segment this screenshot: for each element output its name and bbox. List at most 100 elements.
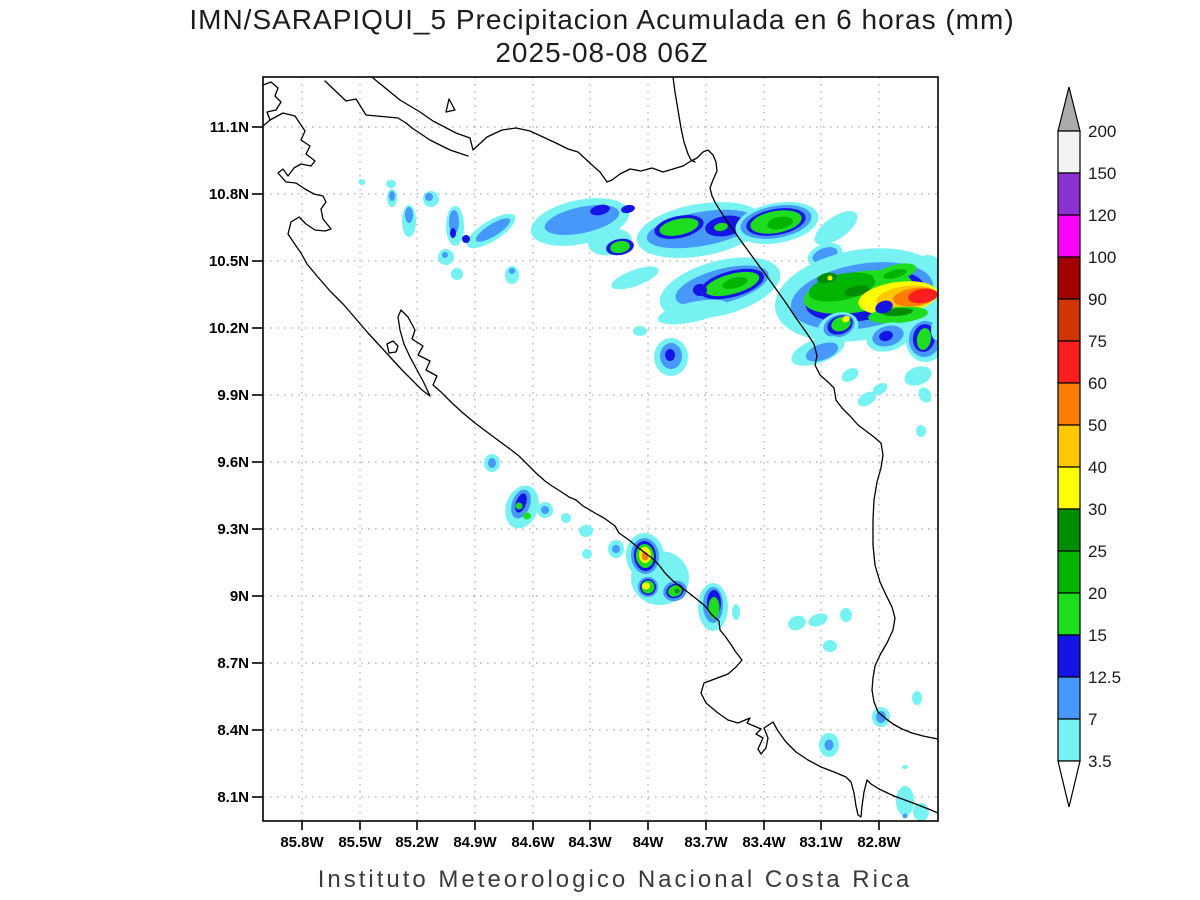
colorbar-segment	[1057, 508, 1081, 552]
precip-cell	[842, 315, 850, 323]
colorbar-segment	[1057, 214, 1081, 258]
precip-cell	[389, 191, 395, 201]
colorbar-tick-label: 25	[1088, 542, 1107, 561]
precip-cell	[561, 513, 571, 523]
colorbar-tick-label: 120	[1088, 206, 1116, 225]
pacific-coastline	[269, 112, 938, 818]
precip-cell	[902, 765, 908, 769]
lake-nicaragua-shore	[263, 81, 282, 127]
colorbar-segment	[1057, 382, 1081, 426]
precip-cell	[883, 269, 907, 279]
precip-cell	[442, 252, 448, 258]
lat-tick-label: 10.5N	[209, 253, 249, 270]
lon-tick-label: 85.2W	[395, 834, 439, 851]
lat-tick-label: 8.1N	[217, 789, 249, 806]
precip-cell	[904, 366, 932, 386]
colorbar-segment	[1057, 130, 1081, 174]
colorbar-tick-label: 100	[1088, 248, 1116, 267]
precip-cell	[732, 604, 740, 620]
precip-cell	[916, 425, 926, 437]
precip-cell	[844, 285, 870, 297]
chart-title-datetime: 2025-08-08 06Z	[495, 37, 709, 68]
lat-tick-label: 10.8N	[209, 186, 249, 203]
precip-cell	[916, 328, 932, 350]
precip-cell	[879, 330, 893, 342]
nicaragua-ne-coast	[672, 77, 696, 163]
precip-cell	[405, 207, 413, 223]
precip-cell	[931, 320, 938, 340]
precip-cell	[582, 549, 592, 559]
precip-cell	[611, 266, 659, 290]
precip-cell	[817, 272, 837, 284]
nicaragua-border-line	[324, 80, 469, 157]
precip-cell	[657, 299, 729, 325]
precip-cell	[857, 391, 877, 407]
precip-cell	[621, 204, 635, 214]
lon-tick-label: 85.5W	[338, 834, 382, 851]
precip-cell	[808, 613, 828, 627]
colorbar-segment	[1057, 172, 1081, 216]
colorbar-tick-label: 75	[1088, 332, 1107, 351]
precip-cell	[515, 502, 523, 510]
lon-tick-label: 83.4W	[742, 834, 786, 851]
colorbar-tick-label: 50	[1088, 416, 1107, 435]
footer-credit: Instituto Meteorologico Nacional Costa R…	[317, 866, 913, 893]
precip-cell	[665, 349, 675, 361]
precip-cell	[462, 235, 470, 243]
axes-layer: 11.1N 10.8N 10.5N 10.2N 9.9N 9.6N 9.3N 9N 8.7N 8.…	[209, 119, 902, 851]
precip-cell	[674, 588, 680, 594]
colorbar-segment	[1057, 634, 1081, 678]
precip-cell	[449, 210, 459, 234]
precip-cell	[824, 739, 834, 751]
precip-cell	[451, 268, 463, 280]
colorbar-segment	[1057, 424, 1081, 468]
precip-cell	[722, 277, 748, 289]
precip-cell	[505, 266, 519, 284]
gridlines-layer	[263, 77, 938, 821]
colorbar-segment	[1057, 718, 1081, 762]
caribbean-coastline	[372, 77, 938, 740]
lat-tick-label: 8.4N	[217, 722, 249, 739]
precip-cell	[642, 582, 650, 590]
colorbar-segment	[1057, 676, 1081, 720]
colorbar-tick-label: 3.5	[1088, 752, 1112, 771]
precip-cell	[708, 597, 720, 619]
precip-cell	[823, 640, 837, 652]
lon-tick-label: 83.7W	[684, 834, 728, 851]
colorbar-tick-label: 90	[1088, 290, 1107, 309]
precip-cell	[475, 218, 511, 242]
lon-tick-label: 83.1W	[799, 834, 843, 851]
chart-title-line1: IMN/SARAPIQUI_5 Precipitacion Acumulada …	[189, 4, 1015, 35]
precip-cell	[579, 525, 593, 537]
coastline-layer	[263, 77, 938, 818]
lat-tick-label: 9.6N	[217, 454, 249, 471]
precip-cell	[386, 180, 396, 188]
colorbar-legend: 3.5 7 12.5 15 20 25 30 40 50 60 75 90 100 120 150 200	[1057, 86, 1121, 808]
colorbar-underflow-arrow	[1057, 760, 1081, 808]
precip-cell	[918, 387, 932, 403]
colorbar-tick-label: 7	[1088, 710, 1097, 729]
gulf-island	[386, 340, 399, 354]
colorbar-segment	[1057, 466, 1081, 510]
precip-cell	[693, 284, 707, 296]
colorbar-segment	[1057, 340, 1081, 384]
precip-cell	[788, 615, 806, 631]
precip-cell	[714, 222, 728, 232]
lat-tick-label: 10.2N	[209, 320, 249, 337]
precip-cell	[450, 228, 456, 238]
colorbar-segment	[1057, 550, 1081, 594]
colorbar-tick-label: 12.5	[1088, 668, 1121, 687]
precip-cell	[767, 216, 793, 230]
colorbar-tick-label: 60	[1088, 374, 1107, 393]
plot-border	[262, 76, 939, 822]
lat-tick-label: 11.1N	[210, 119, 249, 136]
lat-tick-label: 9.3N	[217, 521, 249, 538]
colorbar-tick-label: 30	[1088, 500, 1107, 519]
colorbar-tick-label: 20	[1088, 584, 1107, 603]
colorbar-tick-label: 200	[1088, 122, 1116, 141]
lat-tick-label: 9.9N	[217, 387, 249, 404]
precip-cell	[659, 218, 699, 236]
lon-tick-label: 84.9W	[453, 834, 497, 851]
precip-cell	[805, 342, 839, 362]
